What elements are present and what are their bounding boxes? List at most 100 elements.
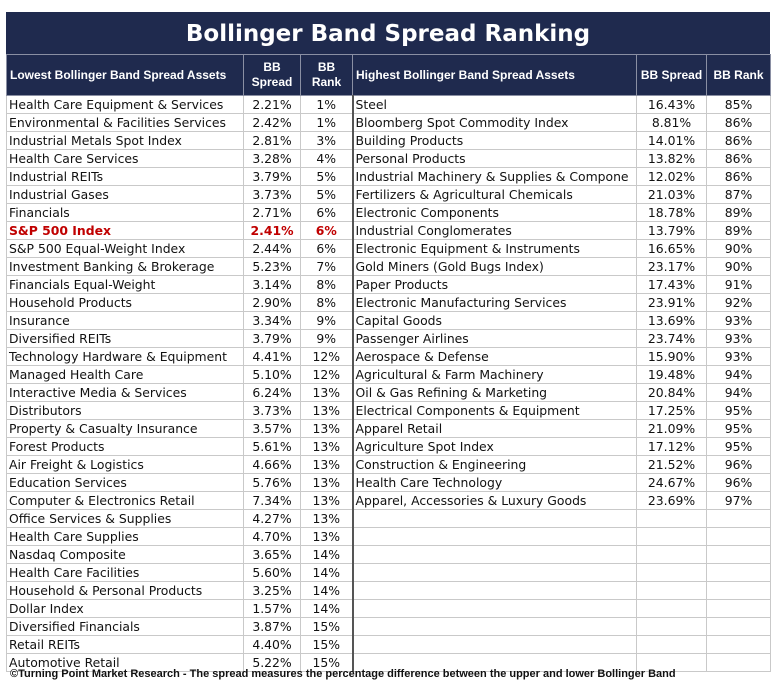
table-row: Education Services 5.76% 13% Health Care Te…	[6, 473, 771, 492]
highest-asset-name: Building Products	[352, 131, 637, 150]
highest-bb-spread	[636, 635, 707, 654]
highest-bb-spread: 17.25%	[636, 401, 707, 420]
lowest-bb-spread: 2.41%	[243, 221, 301, 240]
lowest-asset-name: Environmental & Facilities Services	[6, 113, 244, 132]
highest-bb-spread	[636, 527, 707, 546]
highest-bb-spread: 21.52%	[636, 455, 707, 474]
lowest-bb-rank: 9%	[300, 311, 354, 330]
highest-bb-spread: 15.90%	[636, 347, 707, 366]
highest-bb-rank: 94%	[706, 383, 771, 402]
lowest-bb-spread: 3.73%	[243, 185, 301, 204]
highest-bb-rank	[706, 509, 771, 528]
lowest-bb-rank: 6%	[300, 203, 354, 222]
highest-bb-spread: 18.78%	[636, 203, 707, 222]
lowest-bb-rank: 6%	[300, 239, 354, 258]
lowest-bb-rank: 1%	[300, 95, 354, 114]
lowest-bb-rank: 13%	[300, 383, 354, 402]
lowest-bb-spread: 3.87%	[243, 617, 301, 636]
highest-asset-name	[352, 563, 637, 582]
highest-bb-rank: 85%	[706, 95, 771, 114]
highest-bb-rank	[706, 635, 771, 654]
table-row: Diversified Financials 3.87% 15%	[6, 617, 771, 636]
lowest-asset-name: Industrial Gases	[6, 185, 244, 204]
highest-bb-rank	[706, 617, 771, 636]
lowest-asset-name: Insurance	[6, 311, 244, 330]
highest-bb-spread: 20.84%	[636, 383, 707, 402]
lowest-bb-spread: 5.23%	[243, 257, 301, 276]
highest-bb-rank: 95%	[706, 419, 771, 438]
table-row: Health Care Services 3.28% 4% Personal Prod…	[6, 149, 771, 168]
lowest-bb-spread: 3.73%	[243, 401, 301, 420]
lowest-bb-spread: 7.34%	[243, 491, 301, 510]
page-title: Bollinger Band Spread Ranking	[6, 12, 770, 54]
table-row: Diversified REITs 3.79% 9% Passenger Airlin…	[6, 329, 771, 348]
highest-asset-name: Bloomberg Spot Commodity Index	[352, 113, 637, 132]
header-left-spread: BB Spread	[243, 54, 301, 96]
highest-bb-rank: 86%	[706, 167, 771, 186]
table-row: Forest Products 5.61% 13% Agriculture Spot …	[6, 437, 771, 456]
lowest-asset-name: Distributors	[6, 401, 244, 420]
table-body: Health Care Equipment & Services 2.21% 1% S…	[6, 95, 771, 672]
highest-bb-rank: 86%	[706, 149, 771, 168]
highest-bb-rank	[706, 653, 771, 672]
highest-asset-name: Gold Miners (Gold Bugs Index)	[352, 257, 637, 276]
lowest-bb-spread: 5.76%	[243, 473, 301, 492]
lowest-bb-rank: 12%	[300, 365, 354, 384]
table-row: Environmental & Facilities Services 2.42%…	[6, 113, 771, 132]
highest-bb-rank: 86%	[706, 131, 771, 150]
highest-asset-name: Apparel Retail	[352, 419, 637, 438]
highest-bb-rank: 89%	[706, 203, 771, 222]
lowest-bb-spread: 4.27%	[243, 509, 301, 528]
highest-asset-name	[352, 635, 637, 654]
lowest-asset-name: Industrial Metals Spot Index	[6, 131, 244, 150]
table-row: Nasdaq Composite 3.65% 14%	[6, 545, 771, 564]
lowest-asset-name: Forest Products	[6, 437, 244, 456]
lowest-bb-rank: 5%	[300, 185, 354, 204]
table-row: Health Care Facilities 5.60% 14%	[6, 563, 771, 582]
table-row: Property & Casualty Insurance 3.57% 13% App…	[6, 419, 771, 438]
highest-asset-name: Steel	[352, 95, 637, 114]
lowest-asset-name: Technology Hardware & Equipment	[6, 347, 244, 366]
lowest-asset-name: S&P 500 Index	[6, 221, 244, 240]
highest-bb-rank: 95%	[706, 437, 771, 456]
header-right-rank: BB Rank	[706, 54, 771, 96]
highest-bb-spread: 17.12%	[636, 437, 707, 456]
highest-bb-spread: 21.03%	[636, 185, 707, 204]
lowest-bb-spread: 3.79%	[243, 167, 301, 186]
lowest-bb-spread: 5.10%	[243, 365, 301, 384]
highest-bb-spread: 14.01%	[636, 131, 707, 150]
lowest-bb-rank: 13%	[300, 473, 354, 492]
header-highest-assets: Highest Bollinger Band Spread Assets	[352, 54, 637, 96]
lowest-bb-rank: 15%	[300, 653, 354, 672]
lowest-bb-rank: 6%	[300, 221, 354, 240]
table-row: Distributors 3.73% 13% Electrical Component…	[6, 401, 771, 420]
lowest-bb-rank: 13%	[300, 527, 354, 546]
highest-bb-rank: 93%	[706, 329, 771, 348]
highest-bb-spread: 21.09%	[636, 419, 707, 438]
lowest-bb-rank: 8%	[300, 293, 354, 312]
highest-asset-name: Electronic Manufacturing Services	[352, 293, 637, 312]
lowest-bb-rank: 3%	[300, 131, 354, 150]
footer-note: ©Turning Point Market Research - The spr…	[10, 668, 676, 680]
lowest-bb-spread: 4.41%	[243, 347, 301, 366]
lowest-asset-name: Managed Health Care	[6, 365, 244, 384]
highest-asset-name: Capital Goods	[352, 311, 637, 330]
lowest-bb-rank: 7%	[300, 257, 354, 276]
lowest-bb-rank: 14%	[300, 545, 354, 564]
highest-asset-name: Agriculture Spot Index	[352, 437, 637, 456]
highest-bb-rank	[706, 527, 771, 546]
lowest-asset-name: Industrial REITs	[6, 167, 244, 186]
highest-bb-rank: 92%	[706, 293, 771, 312]
highest-bb-rank: 90%	[706, 257, 771, 276]
highest-asset-name	[352, 581, 637, 600]
lowest-bb-rank: 13%	[300, 419, 354, 438]
lowest-bb-spread: 2.42%	[243, 113, 301, 132]
ranking-table-frame: Bollinger Band Spread Ranking Lowest Bol…	[6, 12, 771, 672]
lowest-bb-rank: 5%	[300, 167, 354, 186]
lowest-bb-rank: 9%	[300, 329, 354, 348]
lowest-asset-name: Dollar Index	[6, 599, 244, 618]
table-row: Managed Health Care 5.10% 12% Agricultural …	[6, 365, 771, 384]
highest-asset-name: Industrial Machinery & Supplies & Compon…	[352, 167, 637, 186]
highest-bb-spread: 23.17%	[636, 257, 707, 276]
lowest-bb-spread: 5.61%	[243, 437, 301, 456]
